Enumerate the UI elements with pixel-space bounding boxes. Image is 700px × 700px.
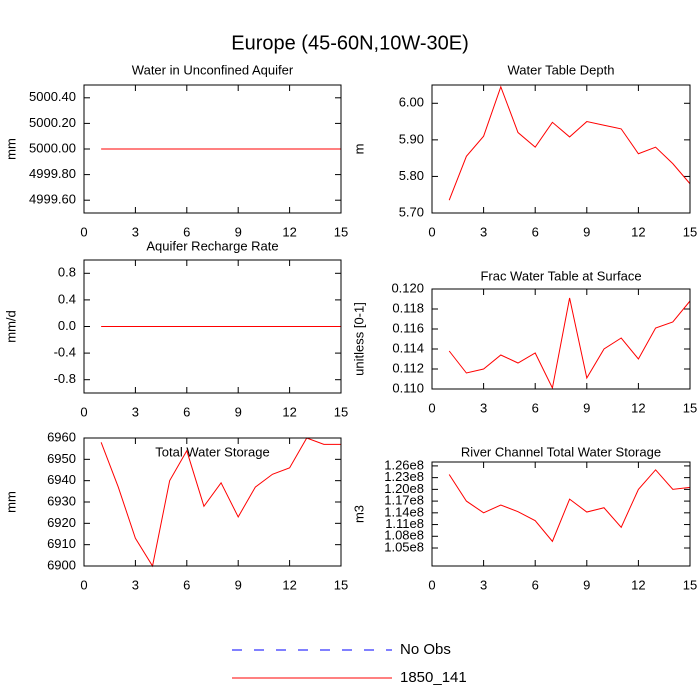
plot-frame xyxy=(431,461,691,567)
y-tick-label: 1.05e8 xyxy=(384,539,424,554)
y-tick-label: 5.80 xyxy=(399,168,424,183)
data-line xyxy=(448,469,691,543)
x-tick-label: 0 xyxy=(80,224,87,239)
x-tick-label: 9 xyxy=(235,404,242,419)
x-tick-label: 9 xyxy=(583,400,590,415)
y-tick-label: 0.118 xyxy=(392,300,424,315)
y-tick-label: 1.17e8 xyxy=(384,493,424,508)
x-tick-label: 3 xyxy=(480,577,487,592)
x-tick-label: 6 xyxy=(532,400,539,415)
legend-label: 1850_141 xyxy=(400,669,467,686)
y-tick-label: 0.4 xyxy=(58,291,76,306)
plot-frame xyxy=(83,437,342,567)
x-tick-label: 3 xyxy=(480,224,487,239)
x-tick-label: 15 xyxy=(683,400,697,415)
x-tick-label: 15 xyxy=(334,577,348,592)
y-tick-label: 5.90 xyxy=(399,131,424,146)
y-tick-label: 6940 xyxy=(47,472,76,487)
x-tick-label: 0 xyxy=(428,577,435,592)
y-axis-label: mm/d xyxy=(3,310,18,343)
plot-frame xyxy=(83,84,342,214)
x-tick-label: 3 xyxy=(132,404,139,419)
x-tick-label: 9 xyxy=(235,224,242,239)
panel-title: Water in Unconfined Aquifer xyxy=(132,62,294,77)
x-tick-label: 0 xyxy=(80,577,87,592)
y-axis-label: mm xyxy=(3,138,18,160)
y-axis-label: m3 xyxy=(351,505,366,523)
x-tick-label: 12 xyxy=(631,577,645,592)
y-tick-label: 1.20e8 xyxy=(384,481,424,496)
panel-title: Total Water Storage xyxy=(155,444,269,459)
panel-title: Water Table Depth xyxy=(508,62,615,77)
y-tick-label: 1.26e8 xyxy=(384,457,424,472)
panel-title: River Channel Total Water Storage xyxy=(461,444,661,459)
y-tick-label: -0.4 xyxy=(54,345,76,360)
y-tick-label: 0.116 xyxy=(392,320,424,335)
y-tick-label: 6960 xyxy=(47,429,76,444)
y-tick-label: 6930 xyxy=(47,493,76,508)
y-tick-label: 0.114 xyxy=(392,340,424,355)
y-tick-label: 0.0 xyxy=(58,318,76,333)
y-tick-label: 1.11e8 xyxy=(385,516,424,531)
y-axis-label: m xyxy=(351,144,366,155)
x-tick-label: 9 xyxy=(583,577,590,592)
y-tick-label: 4999.80 xyxy=(29,166,76,181)
y-tick-label: 0.110 xyxy=(392,380,424,395)
y-tick-label: 5000.00 xyxy=(29,140,76,155)
x-tick-label: 3 xyxy=(132,224,139,239)
x-tick-label: 9 xyxy=(583,224,590,239)
y-tick-label: 6910 xyxy=(47,536,76,551)
plot-frame xyxy=(83,259,342,394)
y-tick-label: -0.8 xyxy=(54,371,76,386)
x-tick-label: 3 xyxy=(132,577,139,592)
legend-label: No Obs xyxy=(400,641,451,658)
x-tick-label: 15 xyxy=(683,577,697,592)
x-tick-label: 15 xyxy=(683,224,697,239)
x-tick-label: 0 xyxy=(428,400,435,415)
x-tick-label: 6 xyxy=(532,224,539,239)
y-tick-label: 6900 xyxy=(47,557,76,572)
x-tick-label: 3 xyxy=(480,400,487,415)
y-tick-label: 0.112 xyxy=(392,360,424,375)
x-tick-label: 12 xyxy=(631,224,645,239)
panel-title: Aquifer Recharge Rate xyxy=(146,238,278,253)
y-tick-label: 1.08e8 xyxy=(384,528,424,543)
x-tick-label: 12 xyxy=(282,224,296,239)
y-tick-label: 4999.60 xyxy=(29,192,76,207)
x-tick-label: 12 xyxy=(282,404,296,419)
data-line xyxy=(100,437,341,568)
x-tick-label: 15 xyxy=(334,404,348,419)
data-line xyxy=(448,297,691,390)
x-tick-label: 6 xyxy=(183,224,190,239)
x-tick-label: 0 xyxy=(80,404,87,419)
x-tick-label: 6 xyxy=(183,577,190,592)
y-tick-label: 5000.20 xyxy=(29,115,76,130)
plot-frame xyxy=(431,84,691,214)
x-tick-label: 0 xyxy=(428,224,435,239)
x-tick-label: 6 xyxy=(532,577,539,592)
panel-title: Frac Water Table at Surface xyxy=(480,268,641,283)
x-tick-label: 6 xyxy=(183,404,190,419)
x-tick-label: 15 xyxy=(334,224,348,239)
y-tick-label: 5000.40 xyxy=(29,89,76,104)
y-axis-label: unitless [0-1] xyxy=(351,302,366,376)
x-tick-label: 12 xyxy=(631,400,645,415)
data-line xyxy=(448,85,691,201)
y-tick-label: 1.14e8 xyxy=(384,504,424,519)
x-tick-label: 9 xyxy=(235,577,242,592)
y-tick-label: 6920 xyxy=(47,515,76,530)
y-tick-label: 5.70 xyxy=(399,204,424,219)
y-tick-label: 0.120 xyxy=(391,280,424,295)
plot-frame xyxy=(431,288,691,390)
figure-title: Europe (45-60N,10W-30E) xyxy=(231,32,469,54)
y-tick-label: 1.23e8 xyxy=(384,469,424,484)
x-tick-label: 12 xyxy=(282,577,296,592)
y-axis-label: mm xyxy=(3,491,18,513)
y-tick-label: 0.8 xyxy=(58,265,76,280)
y-tick-label: 6.00 xyxy=(399,95,424,110)
y-tick-label: 6950 xyxy=(47,451,76,466)
